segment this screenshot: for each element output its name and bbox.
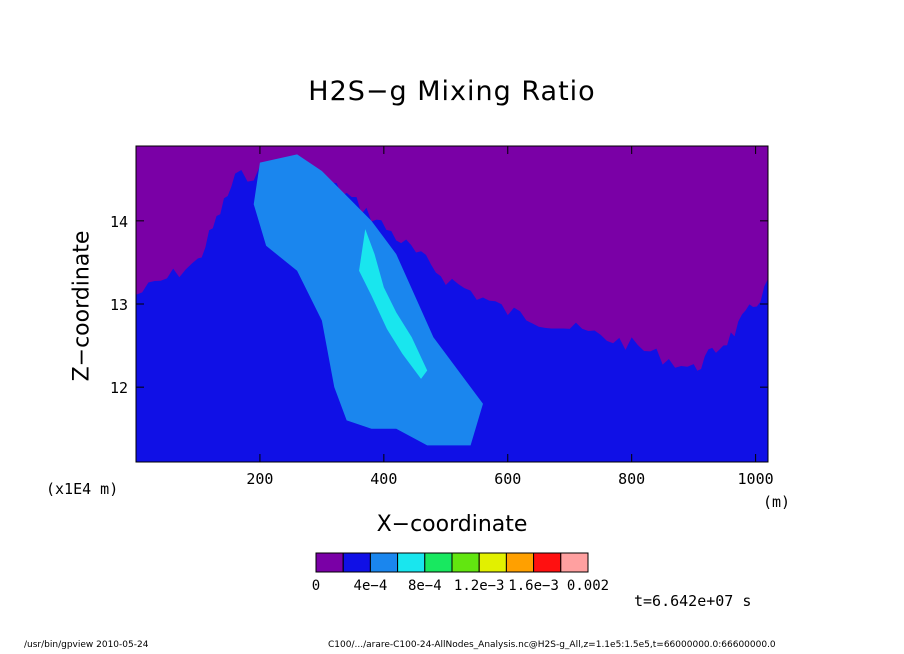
colorbar-tick-label: 1.2e−3 — [454, 578, 505, 594]
colorbar-swatch — [560, 552, 589, 573]
x-tick-label: 400 — [370, 470, 397, 488]
colorbar: 0 4e−4 8e−4 1.2e−3 1.6e−3 0.002 — [312, 552, 609, 594]
colorbar-tick-label: 4e−4 — [354, 578, 388, 594]
mixing-ratio-field — [136, 146, 768, 462]
footer-data-source: C100/.../arare-C100-24-AllNodes_Analysis… — [328, 640, 776, 650]
colorbar-swatch — [397, 552, 426, 573]
chart-title: H2S−g Mixing Ratio — [308, 76, 596, 107]
y-tick-label: 14 — [110, 213, 128, 231]
y-axis-ticks: 12 13 14 — [110, 213, 768, 397]
colorbar-swatch — [424, 552, 453, 573]
x-tick-label: 1000 — [738, 470, 774, 488]
colorbar-swatch — [342, 552, 371, 573]
time-annotation: t=6.642e+07 s — [634, 592, 752, 610]
colorbar-swatch — [451, 552, 480, 573]
x-axis-label: X−coordinate — [376, 512, 528, 537]
x-unit-label: (m) — [763, 493, 791, 511]
y-axis-label: Z−coordinate — [69, 230, 95, 382]
colorbar-swatch — [315, 552, 344, 573]
colorbar-tick-label: 1.6e−3 — [508, 578, 559, 594]
y-tick-label: 13 — [110, 296, 128, 314]
x-tick-label: 200 — [246, 470, 273, 488]
zero-level-region — [136, 146, 768, 371]
colorbar-swatch — [505, 552, 535, 573]
colorbar-tick-label: 0 — [312, 578, 320, 594]
y-tick-label: 12 — [110, 379, 128, 397]
colorbar-tick-label: 0.002 — [567, 578, 609, 594]
x-tick-label: 600 — [494, 470, 521, 488]
colorbar-swatch — [369, 552, 399, 573]
x-axis-ticks: 200 400 600 800 1000 — [246, 146, 774, 488]
footer-program-date: /usr/bin/gpview 2010-05-24 — [24, 640, 149, 650]
colorbar-tick-label: 8e−4 — [408, 578, 442, 594]
y-unit-label: (x1E4 m) — [46, 480, 119, 498]
band-8e-4-to-1.2e-3 — [359, 229, 428, 379]
colorbar-swatch — [478, 552, 507, 573]
x-tick-label: 800 — [618, 470, 645, 488]
colorbar-swatch — [533, 552, 562, 573]
